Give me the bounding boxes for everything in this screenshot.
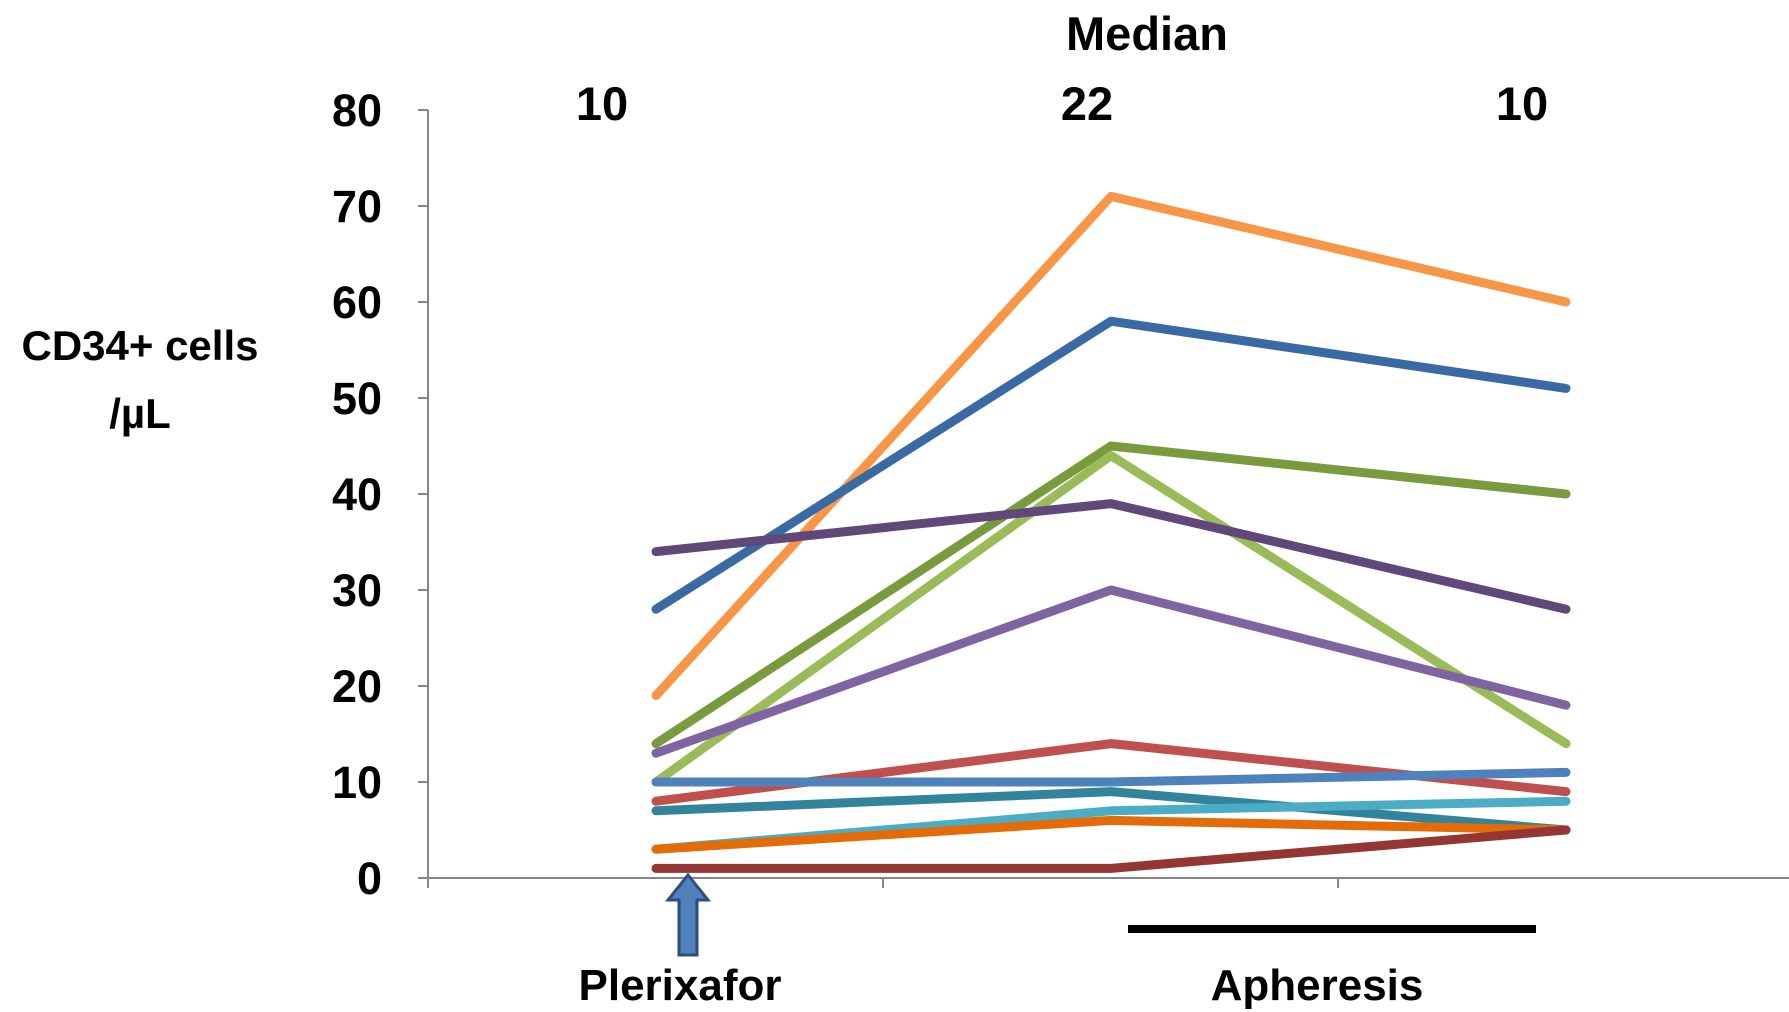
series-line-1	[651, 191, 1571, 701]
median-values: 10 22 10	[576, 77, 1548, 130]
y-tick-label: 10	[332, 757, 382, 808]
y-tick-label: 30	[332, 565, 382, 616]
median-value: 10	[1496, 77, 1548, 130]
median-value: 10	[576, 77, 628, 130]
plerixafor-arrow-icon	[664, 872, 712, 957]
y-tick-label: 80	[332, 85, 382, 136]
series-line-12	[651, 825, 1571, 873]
y-tick-label: 0	[357, 853, 382, 904]
series-line-9	[651, 787, 1571, 835]
series-line-5	[651, 499, 1571, 614]
series-line-8	[651, 767, 1571, 787]
median-header: Median	[1066, 7, 1228, 60]
series-line-2	[651, 316, 1571, 614]
y-tick-label: 70	[332, 181, 382, 232]
series-line-11	[651, 815, 1571, 854]
series-lines	[651, 191, 1571, 873]
y-tick-label: 50	[332, 373, 382, 424]
y-tick-label: 20	[332, 661, 382, 712]
y-tick-label: 60	[332, 277, 382, 328]
series-line-6	[651, 585, 1571, 758]
y-tick-label: 40	[332, 469, 382, 520]
apheresis-label: Apheresis	[1211, 961, 1424, 1010]
y-axis-label-line-1: CD34+ cells	[22, 322, 259, 369]
median-value: 22	[1061, 77, 1113, 130]
x-axis-ticks	[427, 878, 1339, 888]
series-line-3	[651, 441, 1571, 749]
axes	[427, 110, 1789, 879]
y-axis-label-line-2: /µL	[109, 390, 171, 437]
series-line-4	[651, 451, 1571, 787]
y-axis-ticks: 0 10 20 30 40 50 60 70 80	[332, 85, 428, 904]
plerixafor-label: Plerixafor	[579, 961, 782, 1010]
